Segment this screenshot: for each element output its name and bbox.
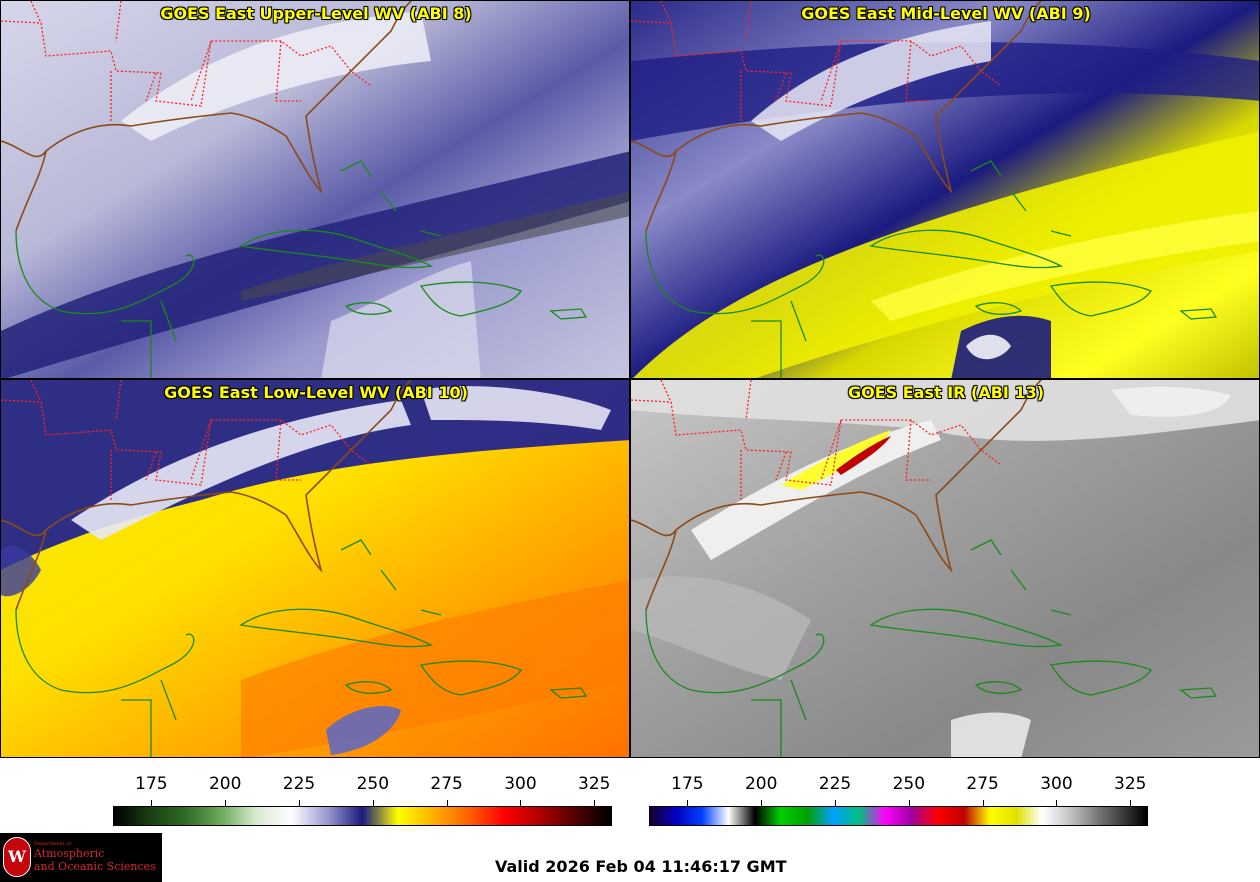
colorbar-tick-mark — [520, 800, 522, 806]
colorbar-tick-mark — [761, 800, 763, 806]
colorbar-tick-mark — [299, 800, 301, 806]
state-borders — [1, 380, 372, 500]
colorbar-tick-mark — [687, 800, 689, 806]
colorbar-tick-label: 200 — [208, 774, 242, 794]
mid-level-wv-image — [631, 1, 1259, 378]
ir-colorbar — [649, 806, 1148, 826]
us-coastline — [1, 380, 412, 611]
colorbar-tick-mark — [446, 800, 448, 806]
colorbar-tick-mark — [982, 800, 984, 806]
wv-colorbar — [113, 806, 612, 826]
colorbar-tick-label: 200 — [744, 774, 778, 794]
colorbar-tick-mark — [372, 800, 374, 806]
state-borders — [631, 1, 1002, 121]
intl-coastline — [15, 539, 588, 757]
panel-mid-level-wv: GOES East Mid-Level WV (ABI 9) — [630, 0, 1260, 379]
state-borders — [631, 380, 1002, 500]
colorbar-tick-label: 225 — [282, 774, 316, 794]
logo-name-line2: and Oceanic Sciences — [34, 860, 156, 873]
map-overlay-ir — [631, 380, 1218, 757]
map-overlay-upper — [1, 1, 588, 378]
colorbar-tick-mark — [1056, 800, 1058, 806]
colorbar-tick-label: 275 — [430, 774, 463, 794]
panel-title: GOES East Upper-Level WV (ABI 8) — [160, 4, 472, 23]
colorbar-tick-label: 325 — [1114, 774, 1147, 794]
panel-upper-level-wv: GOES East Upper-Level WV (ABI 8) — [0, 0, 630, 379]
colorbar-tick-label: 250 — [892, 774, 926, 794]
colorbar-tick-label: 225 — [818, 774, 852, 794]
colorbar-tick-mark — [225, 800, 227, 806]
panel-title: GOES East Low-Level WV (ABI 10) — [164, 383, 468, 402]
colorbar-tick-label: 325 — [578, 774, 611, 794]
colorbar-tick-label: 175 — [135, 774, 168, 794]
wv-colorbar-ticks: 175 200 225 250 275 300 325 — [113, 774, 612, 806]
colorbar-tick-label: 250 — [356, 774, 390, 794]
us-coastline — [631, 1, 1042, 232]
uw-seal-icon: W — [3, 837, 31, 877]
aos-logo: W Department of Atmospheric and Oceanic … — [0, 833, 162, 882]
colorbar-tick-mark — [1130, 800, 1132, 806]
intl-coastline — [645, 160, 1218, 378]
us-coastline — [1, 1, 412, 232]
logo-name-line1: Atmospheric — [34, 847, 105, 860]
panel-title: GOES East Mid-Level WV (ABI 9) — [801, 4, 1091, 23]
map-overlay-low — [1, 380, 588, 757]
panel-low-level-wv: GOES East Low-Level WV (ABI 10) — [0, 379, 630, 758]
panel-title: GOES East IR (ABI 13) — [847, 383, 1045, 402]
map-overlay-mid — [631, 1, 1218, 378]
colorbar-tick-mark — [908, 800, 910, 806]
intl-coastline — [15, 160, 588, 378]
logo-dept-text: Department of — [34, 841, 71, 847]
panel-ir: GOES East IR (ABI 13) — [630, 379, 1260, 758]
intl-coastline — [645, 539, 1218, 757]
colorbar-tick-label: 175 — [671, 774, 704, 794]
state-borders — [1, 1, 372, 121]
colorbar-tick-mark — [835, 800, 837, 806]
ir-colorbar-ticks: 175 200 225 250 275 300 325 — [649, 774, 1148, 806]
valid-time-label: Valid 2026 Feb 04 11:46:17 GMT — [495, 857, 787, 876]
upper-level-wv-image — [1, 1, 629, 378]
colorbar-tick-label: 275 — [966, 774, 999, 794]
low-level-wv-image — [1, 380, 629, 757]
colorbar-tick-label: 300 — [504, 774, 537, 794]
colorbar-tick-mark — [151, 800, 153, 806]
colorbar-tick-mark — [594, 800, 596, 806]
ir-image — [631, 380, 1259, 757]
us-coastline — [631, 380, 1042, 611]
colorbar-tick-label: 300 — [1040, 774, 1073, 794]
